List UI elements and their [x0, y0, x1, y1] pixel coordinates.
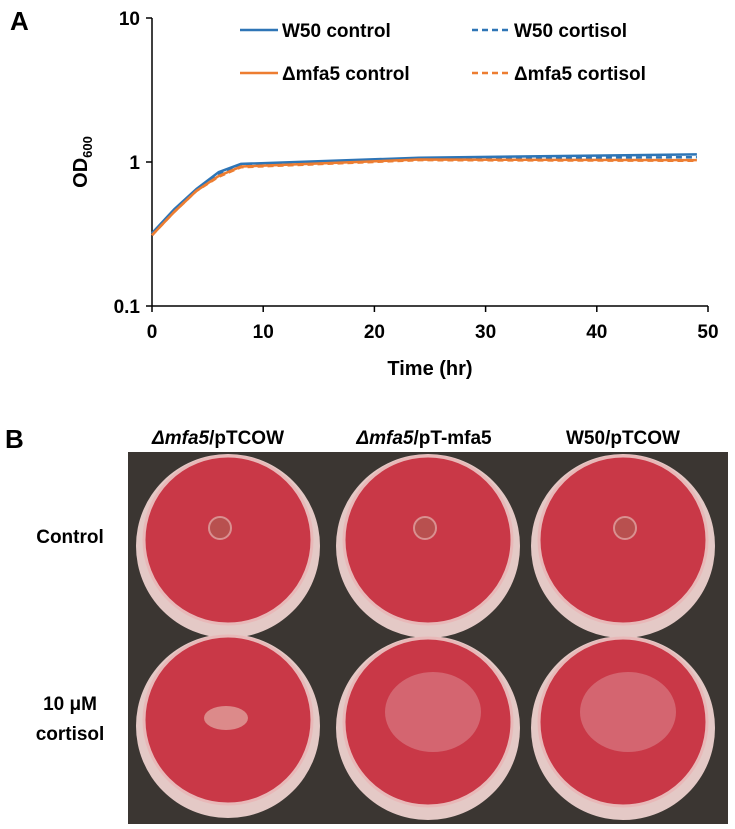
- x-tick-label: 50: [697, 322, 718, 343]
- x-axis-title: Time (hr): [387, 358, 472, 380]
- row-label: cortisol: [36, 724, 105, 745]
- plate-agar: [342, 454, 514, 626]
- plate-photo: [128, 452, 728, 824]
- y-tick-label: 0.1: [114, 297, 141, 318]
- colony: [580, 672, 676, 752]
- colony: [413, 516, 437, 540]
- y-axis-title: OD600: [70, 136, 95, 188]
- x-tick-label: 10: [253, 322, 274, 343]
- panel-label: A: [10, 6, 29, 36]
- x-tick-label: 30: [475, 322, 496, 343]
- column-header: W50/pTCOW: [566, 428, 680, 449]
- column-header: Δmfa5/pTCOW: [151, 428, 284, 449]
- row-label: 10 μM: [43, 694, 97, 715]
- column-header-italic: Δmfa5: [151, 428, 210, 449]
- plate-agar: [537, 454, 709, 626]
- x-tick-label: 40: [586, 322, 607, 343]
- row-label: Control: [36, 527, 104, 548]
- series-line: [151, 158, 697, 237]
- x-tick-label: 0: [147, 322, 158, 343]
- legend-label: W50 cortisol: [514, 21, 627, 42]
- series-line: [151, 153, 697, 235]
- colony: [208, 516, 232, 540]
- y-axis-title-main: OD: [70, 158, 92, 188]
- colony: [385, 672, 481, 752]
- column-header-text: /pT-mfa5: [414, 428, 493, 449]
- column-header-text: W50/pTCOW: [566, 428, 680, 449]
- panel-label: B: [5, 424, 24, 454]
- legend-label: Δmfa5 cortisol: [514, 64, 646, 85]
- y-axis-title-sub: 600: [80, 136, 95, 158]
- x-tick-label: 20: [364, 322, 385, 343]
- y-tick-label: 1: [129, 153, 140, 174]
- column-header-text: /pTCOW: [209, 428, 284, 449]
- y-tick-label: 10: [119, 9, 140, 30]
- colony: [204, 706, 248, 730]
- legend-label: Δmfa5 control: [282, 64, 410, 85]
- column-header-italic: Δmfa5: [355, 428, 414, 449]
- plate-agar: [142, 454, 314, 626]
- legend-label: W50 control: [282, 21, 391, 42]
- colony: [613, 516, 637, 540]
- column-header: Δmfa5/pT-mfa5: [355, 428, 492, 449]
